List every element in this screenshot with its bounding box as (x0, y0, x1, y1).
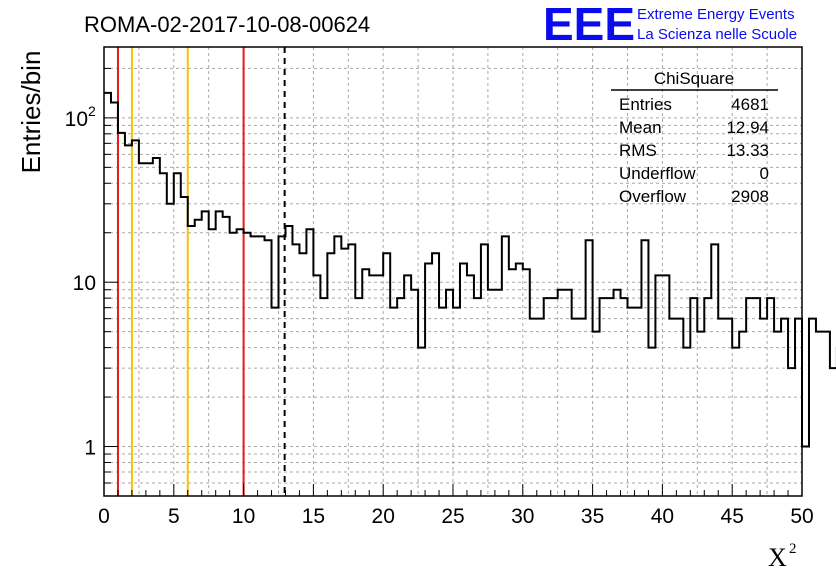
chart-title: ROMA-02-2017-10-08-00624 (84, 12, 370, 37)
stats-row: RMS 13.33 (619, 141, 769, 160)
stats-title: ChiSquare (654, 69, 734, 88)
stats-rows: Entries 4681 Mean 12.94 RMS 13.33 Underflow 0 Ov… (619, 95, 769, 206)
x-tick-label: 40 (651, 505, 674, 528)
stats-row: Underflow 0 (619, 164, 769, 183)
logo-mark: EEE (543, 0, 635, 50)
x-tick-label: 5 (168, 505, 180, 528)
x-tick-label: 10 (232, 505, 255, 528)
x-tick-label: 45 (721, 505, 744, 528)
stats-row: Mean 12.94 (619, 118, 769, 137)
y-tick-label-text: 1 (84, 437, 96, 460)
x-tick-label: 30 (511, 505, 534, 528)
stats-row-label: Underflow (619, 164, 696, 183)
y-tick-label-exponent: 2 (88, 103, 96, 119)
x-tick-label: 25 (441, 505, 464, 528)
x-axis-label: X 2 (768, 541, 797, 572)
stats-row-value: 12.94 (726, 118, 769, 137)
y-tick-label-text: 10 (73, 272, 96, 295)
stats-row-label: Overflow (619, 187, 687, 206)
stats-row-value: 4681 (731, 95, 769, 114)
logo-line-1: Extreme Energy Events (637, 6, 795, 23)
stats-box: ChiSquare Entries 4681 Mean 12.94 RMS 13.33 Un… (611, 69, 778, 206)
logo-line-2: La Scienza nelle Scuole (637, 26, 797, 43)
stats-row-label: Mean (619, 118, 662, 137)
y-tick-label: 1 (84, 437, 96, 460)
stats-row: Entries 4681 (619, 95, 769, 114)
marker-lines (116, 47, 286, 496)
stats-row-value: 0 (760, 164, 769, 183)
x-axis-label-base: X (768, 543, 787, 572)
x-tick-label: 0 (98, 505, 110, 528)
x-axis-label-superscript: 2 (789, 541, 797, 557)
y-tick-label: 10 (73, 272, 96, 295)
x-tick-label: 20 (372, 505, 395, 528)
y-tick-label: 10 2 (65, 103, 96, 131)
x-tick-label: 35 (581, 505, 604, 528)
histogram-series (104, 91, 836, 448)
stats-row-label: Entries (619, 95, 672, 114)
stats-row: Overflow 2908 (619, 187, 769, 206)
stats-row-value: 2908 (731, 187, 769, 206)
stats-row-value: 13.33 (726, 141, 769, 160)
stats-row-label: RMS (619, 141, 657, 160)
x-tick-label: 50 (790, 505, 813, 528)
y-tick-label-base: 10 (65, 108, 88, 131)
eee-logo: EEE Extreme Energy Events La Scienza nel… (543, 0, 797, 50)
y-axis-label: Entries/bin (16, 51, 46, 174)
x-tick-label: 15 (302, 505, 325, 528)
grid (104, 47, 802, 496)
